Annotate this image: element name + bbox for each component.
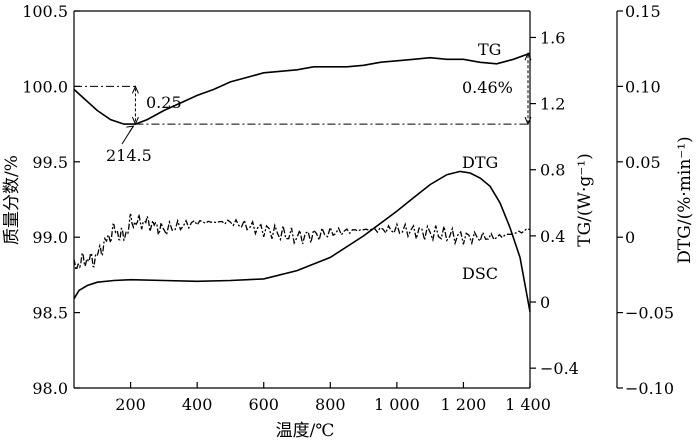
series-layer [73,52,531,313]
series-tg-line [73,52,531,125]
y-left-tick-label: 99.5 [32,153,68,172]
annotation-layer [74,51,532,145]
y-left-tick-label: 99.0 [32,228,68,247]
mass-gain-label: 0.46% [462,78,513,97]
x-axis-title: 温度/℃ [276,421,335,441]
loss-arrow-head-up [131,85,139,94]
mass-loss-label: 0.25 [146,93,182,112]
ticks-layer: 200 400 600 800 1 000 1 200 1 400 98.0 98.5 99.0 9… [22,2,674,414]
x-tick-label: 1 000 [374,395,420,414]
gain-arrow-head-down [524,116,532,126]
series-dtg-line [73,170,531,313]
x-tick-label: 200 [115,395,146,414]
y-mid-tick-label: 0.8 [540,161,565,180]
y-right-tick-label: 0.10 [625,77,661,96]
y-right-tick-label: −0.10 [625,379,674,398]
y-left-tick-label: 98.5 [32,304,68,323]
y-mid-tick-label: 0 [540,293,550,312]
x-tick-label: 400 [182,395,213,414]
gain-arrow-head-up [524,51,532,61]
x-tick-label: 1 400 [505,395,551,414]
series-dsc-line [73,213,531,272]
x-tick-label: 600 [248,395,279,414]
y-left-tick-label: 100.0 [22,77,68,96]
minimum-temperature-label: 214.5 [106,146,152,165]
y-left-axis-title: 质量分数/% [2,155,22,245]
y-right-tick-label: −0.05 [625,304,674,323]
y-right-axis-title: DTG/(%·min⁻¹) [675,136,695,263]
y-right-tick-label: 0.15 [625,2,661,21]
x-tick-label: 1 200 [441,395,487,414]
dsc-series-label: DSC [462,264,498,283]
y-mid-axis-title: TG/(W·g⁻¹) [575,153,595,246]
y-right-tick-label: 0.05 [625,153,661,172]
minimum-pointer-head [126,125,135,133]
y-left-tick-label: 100.5 [22,2,68,21]
dtg-series-label: DTG [462,153,498,172]
tg-series-label: TG [478,40,501,59]
y-mid-tick-label: 1.2 [540,95,565,114]
y-mid-tick-label: 1.6 [540,28,565,47]
x-tick-label: 800 [315,395,346,414]
y-left-tick-label: 98.0 [32,379,68,398]
y-right-tick-label: 0 [625,228,635,247]
y-mid-tick-label: 0.4 [540,227,565,246]
y-mid-tick-label: −0.4 [540,359,579,378]
loss-arrow-head-down [131,116,139,126]
